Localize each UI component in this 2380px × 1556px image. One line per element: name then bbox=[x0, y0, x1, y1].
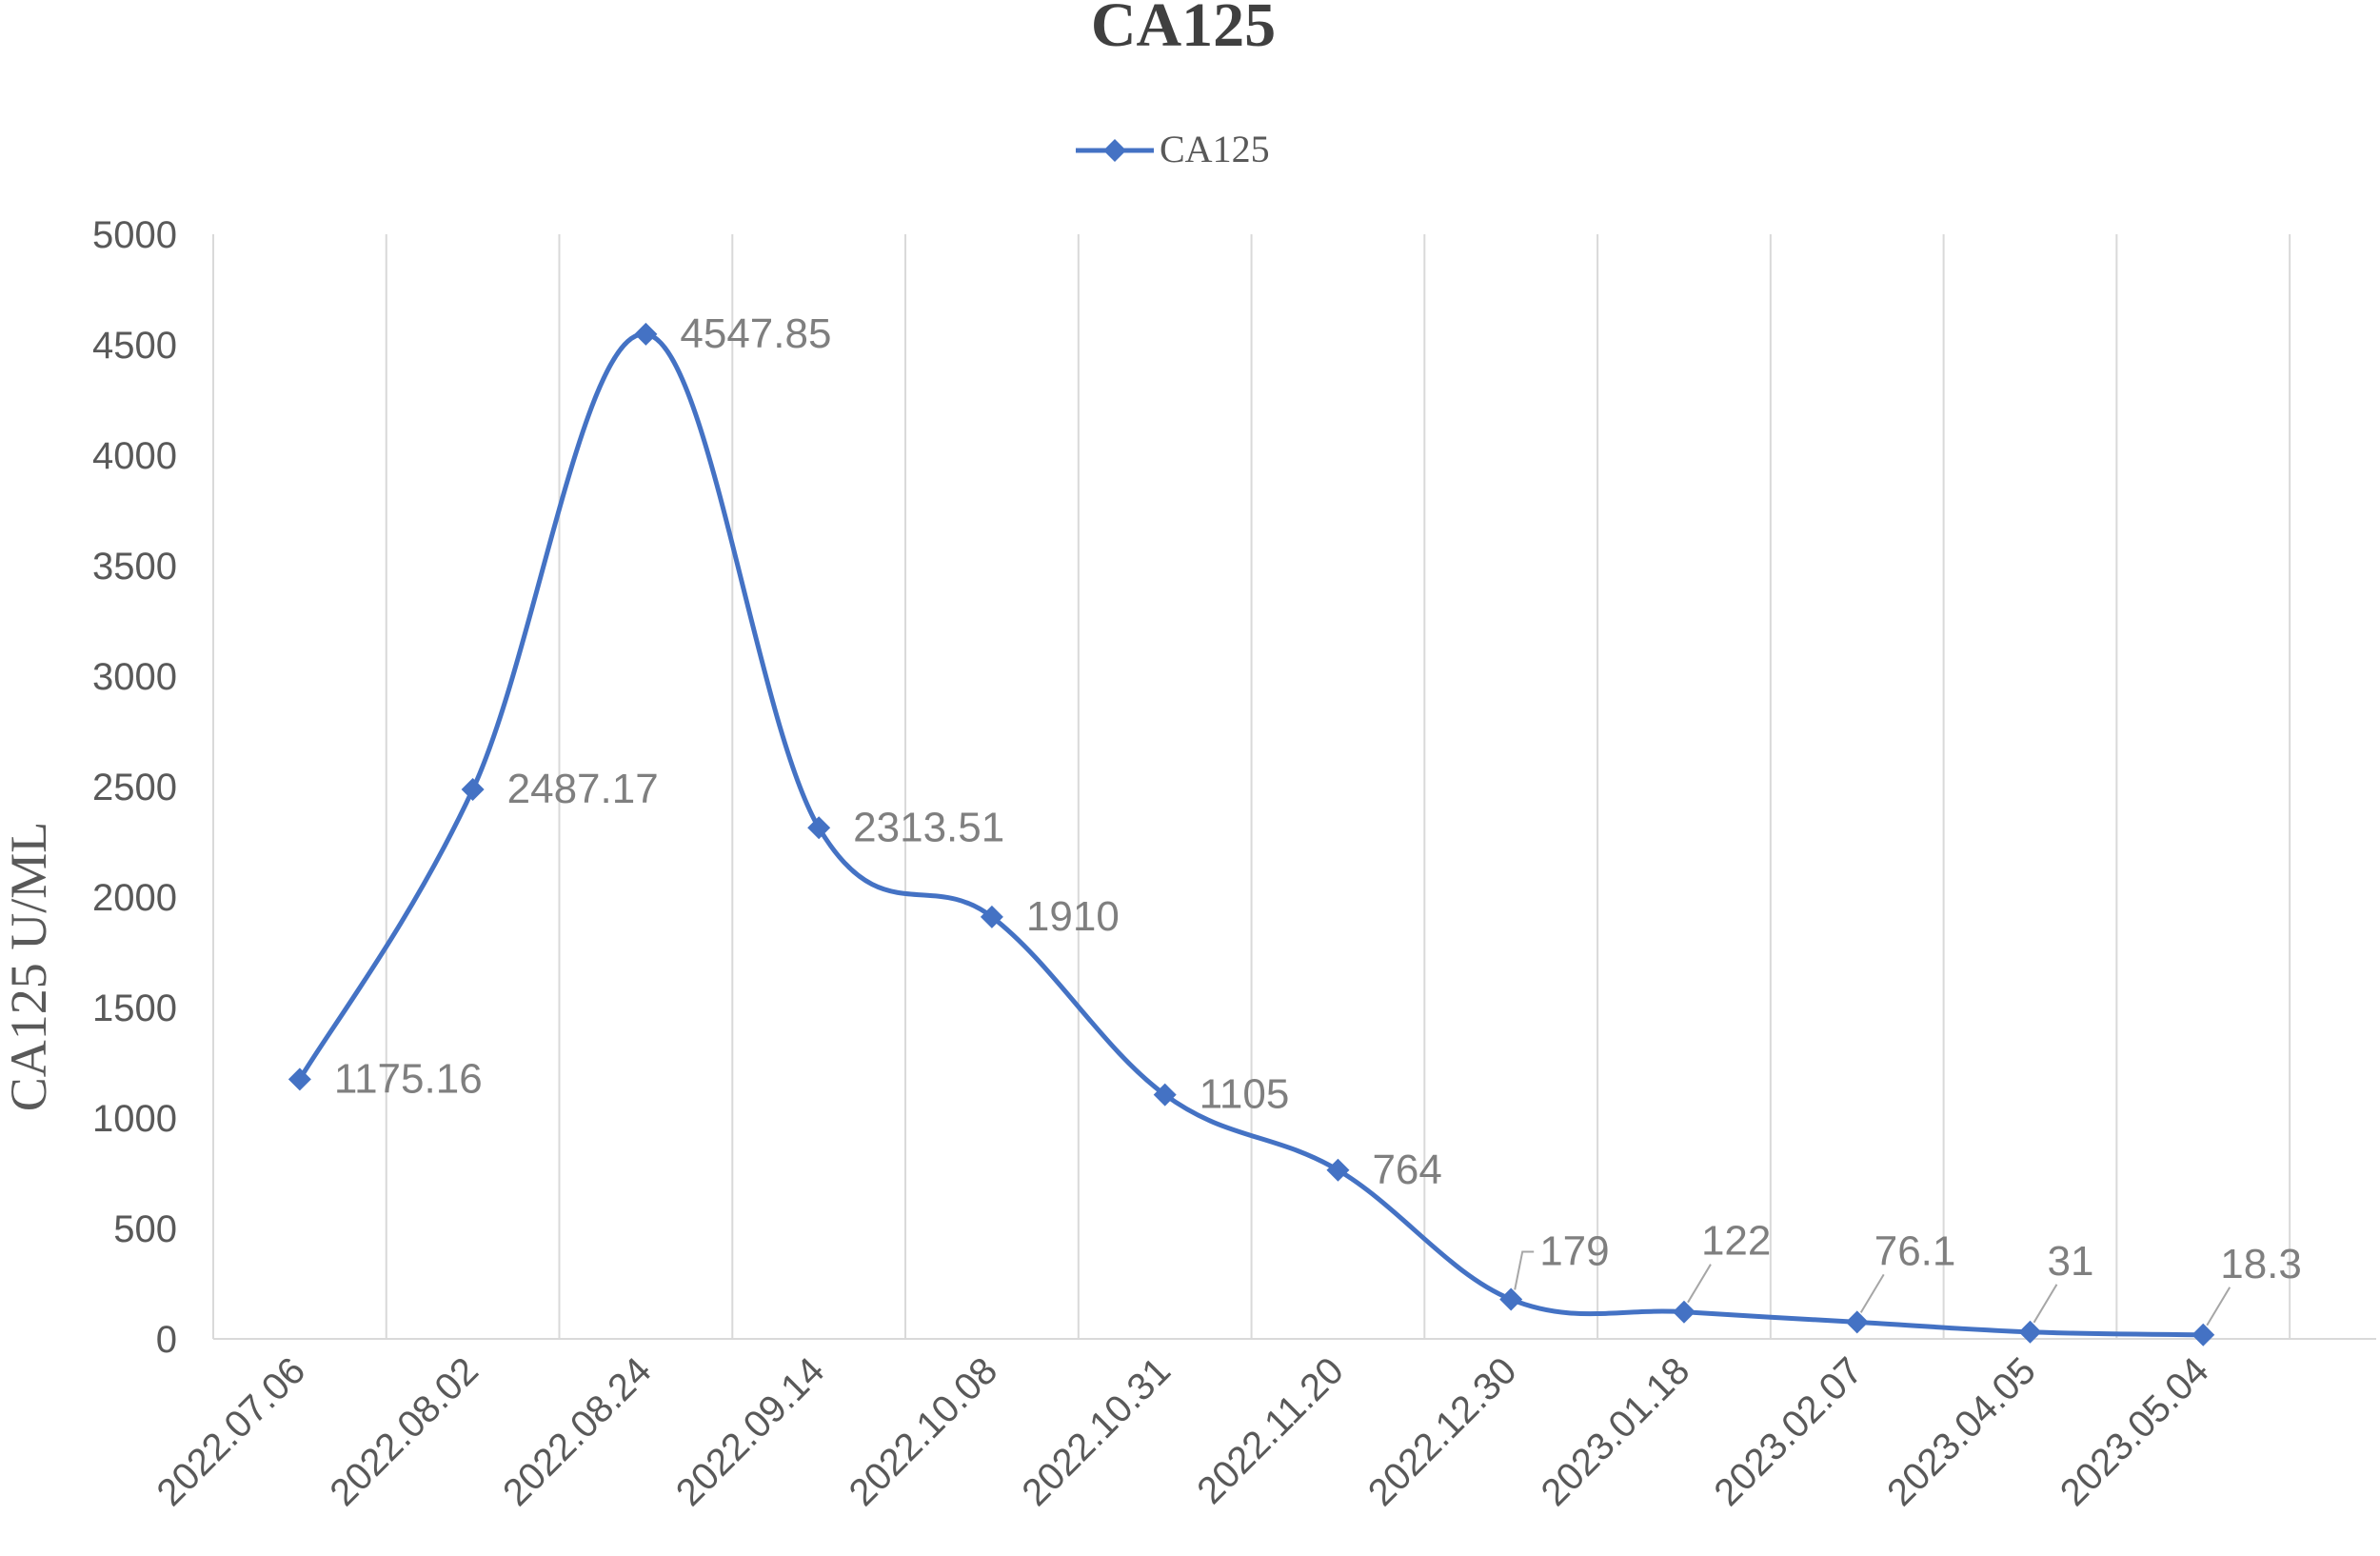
chart-title: CA125 bbox=[1091, 0, 1276, 60]
data-label: 1105 bbox=[1200, 1071, 1290, 1118]
x-tick-label: 2023.04.05 bbox=[1879, 1349, 2044, 1514]
y-tick-label: 3000 bbox=[92, 656, 177, 698]
data-point-marker bbox=[980, 905, 1003, 928]
x-tick-label: 2023.05.04 bbox=[2053, 1349, 2217, 1514]
y-axis-label: CA125 U/ML bbox=[0, 822, 57, 1112]
y-tick-label: 2000 bbox=[92, 877, 177, 919]
data-point-marker bbox=[288, 1067, 311, 1091]
data-label-leader-line bbox=[1687, 1264, 1712, 1304]
x-tick-label: 2022.10.31 bbox=[1014, 1349, 1179, 1514]
x-tick-labels: 2022.07.06 2022.08.02 2022.08.24 2022.09.14… bbox=[149, 1349, 2217, 1514]
data-label: 1910 bbox=[1026, 893, 1120, 940]
y-tick-label: 500 bbox=[113, 1208, 177, 1250]
y-tick-label: 1500 bbox=[92, 987, 177, 1029]
y-tick-labels: 0 500 1000 1500 2000 2500 3000 3500 4000 4500 5000 bbox=[92, 214, 177, 1361]
x-tick-label: 2022.12.30 bbox=[1360, 1349, 1525, 1514]
legend-label: CA125 bbox=[1160, 128, 1270, 170]
data-label: 2487.17 bbox=[507, 766, 659, 812]
data-label: 31 bbox=[2047, 1238, 2093, 1285]
data-labels: 1175.16 2487.17 4547.85 2313.51 1910 1105 764 1… bbox=[334, 310, 2302, 1327]
y-tick-label: 4500 bbox=[92, 325, 177, 367]
x-tick-label: 2022.07.06 bbox=[149, 1349, 314, 1514]
x-tick-label: 2023.02.07 bbox=[1706, 1349, 1871, 1514]
x-tick-label: 2022.09.14 bbox=[668, 1349, 833, 1514]
data-point-marker bbox=[461, 777, 485, 801]
y-tick-label: 2500 bbox=[92, 767, 177, 808]
data-label-leader-line bbox=[1859, 1273, 1885, 1313]
legend: CA125 bbox=[1076, 128, 1270, 170]
data-point-marker bbox=[634, 322, 658, 346]
grid-lines bbox=[212, 234, 2291, 1339]
y-tick-label: 5000 bbox=[92, 214, 177, 256]
data-label: 1175.16 bbox=[334, 1055, 483, 1102]
data-label: 764 bbox=[1372, 1147, 1441, 1193]
data-point-marker bbox=[1326, 1158, 1350, 1182]
data-label: 4547.85 bbox=[680, 310, 831, 357]
data-label: 18.3 bbox=[2220, 1241, 2302, 1287]
legend-diamond-marker bbox=[1103, 139, 1126, 162]
data-point-marker bbox=[807, 816, 831, 840]
x-tick-label: 2022.08.24 bbox=[495, 1349, 660, 1514]
data-label: 179 bbox=[1539, 1227, 1609, 1274]
data-point-marker bbox=[1153, 1083, 1177, 1107]
y-tick-label: 0 bbox=[156, 1319, 177, 1361]
data-point-marker bbox=[2192, 1323, 2215, 1347]
data-point-marker bbox=[2018, 1320, 2042, 1344]
data-label-leader-line bbox=[2206, 1287, 2231, 1327]
x-tick-label: 2023.01.18 bbox=[1534, 1349, 1698, 1514]
series-line-CA125 bbox=[297, 331, 2204, 1338]
data-point-marker bbox=[1845, 1310, 1869, 1334]
data-point-marker bbox=[1499, 1287, 1523, 1311]
data-label-leader-line bbox=[2033, 1284, 2058, 1324]
data-point-marker bbox=[1672, 1300, 1696, 1324]
y-tick-label: 3500 bbox=[92, 546, 177, 588]
y-tick-label: 1000 bbox=[92, 1098, 177, 1140]
data-label-leader-line bbox=[1514, 1250, 1535, 1290]
data-label: 122 bbox=[1701, 1218, 1771, 1265]
series-CA125 bbox=[288, 322, 2215, 1347]
data-label: 2313.51 bbox=[853, 804, 1004, 850]
data-label: 76.1 bbox=[1874, 1227, 1956, 1274]
y-tick-label: 4000 bbox=[92, 435, 177, 477]
x-tick-label: 2022.08.02 bbox=[322, 1349, 486, 1514]
x-tick-label: 2022.11.20 bbox=[1189, 1349, 1352, 1512]
x-tick-label: 2022.10.08 bbox=[842, 1349, 1006, 1514]
